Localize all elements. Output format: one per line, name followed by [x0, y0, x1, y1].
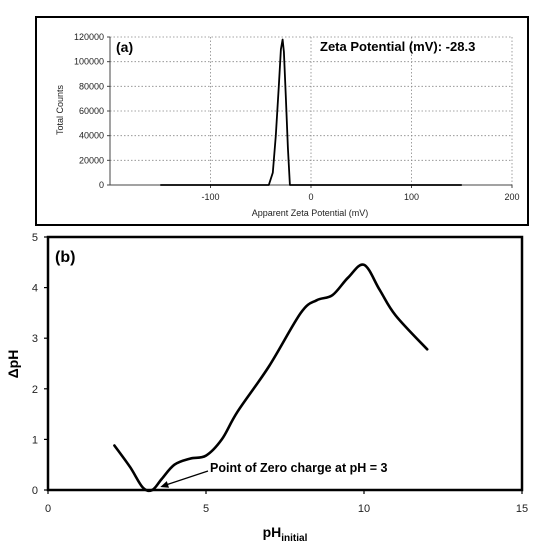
- annotation-arrow: [164, 470, 209, 487]
- y-tick-label-a: 120000: [74, 32, 104, 42]
- panel-b-xlabel-sub: initial: [281, 533, 307, 544]
- y-tick-label-b: 2: [32, 384, 38, 396]
- x-tick-label-a: 0: [308, 192, 313, 202]
- y-tick-label-b: 1: [32, 434, 38, 446]
- x-tick-label-b: 0: [45, 503, 51, 515]
- y-tick-label-a: 20000: [79, 155, 104, 165]
- y-tick-label-b: 3: [32, 333, 38, 345]
- panel-a-plot: [160, 38, 462, 186]
- panel-b-plot: [113, 263, 429, 493]
- panel-b-label: (b): [55, 249, 75, 266]
- series-line-b: [113, 263, 429, 493]
- panel-a-ylabel: Total Counts: [55, 84, 65, 135]
- y-tick-label-a: 40000: [79, 131, 104, 141]
- x-tick-label-a: -100: [201, 192, 219, 202]
- panel-b-xlabel: pHinitial: [263, 524, 308, 544]
- panel-a-grid: [110, 36, 513, 185]
- panel-b-ylabel: ΔpH: [5, 350, 21, 379]
- y-tick-label-a: 60000: [79, 106, 104, 116]
- y-tick-label-a: 100000: [74, 57, 104, 67]
- y-tick-label-a: 0: [99, 180, 104, 190]
- y-tick-label-a: 80000: [79, 81, 104, 91]
- panel-b-xlabel-main: pH: [263, 524, 282, 540]
- x-tick-label-a: 100: [404, 192, 419, 202]
- series-line-a: [160, 38, 462, 186]
- panel-b-annotation: Point of Zero charge at pH = 3: [210, 461, 388, 475]
- panel-b-annotation-group: Point of Zero charge at pH = 3: [160, 461, 388, 488]
- panel-b-frame: [46, 235, 524, 492]
- panel-a-annotation: Zeta Potential (mV): -28.3: [320, 39, 475, 54]
- panel-a-label: (a): [116, 39, 133, 55]
- x-tick-label-b: 5: [203, 503, 209, 515]
- panel-b-ticks: 0 5 10 15 0 1 2 3 4 5: [32, 232, 528, 515]
- annotation-arrowhead: [160, 481, 169, 488]
- x-tick-label-b: 15: [516, 503, 528, 515]
- panel-a-frame: [35, 16, 529, 226]
- x-tick-label-a: 200: [504, 192, 519, 202]
- panel-a-xlabel: Apparent Zeta Potential (mV): [252, 208, 369, 218]
- y-tick-label-b: 0: [32, 485, 38, 497]
- y-tick-label-b: 4: [32, 283, 38, 295]
- x-tick-label-b: 10: [358, 503, 370, 515]
- y-tick-label-b: 5: [32, 232, 38, 244]
